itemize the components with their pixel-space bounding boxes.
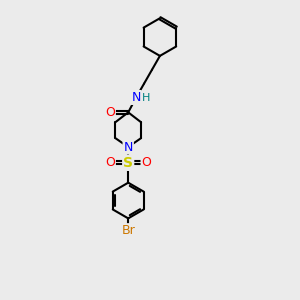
Text: Br: Br (121, 224, 135, 237)
Text: S: S (123, 156, 133, 170)
Text: H: H (142, 94, 150, 103)
Text: O: O (105, 106, 115, 119)
Text: O: O (142, 156, 152, 170)
Text: N: N (124, 140, 133, 154)
Text: O: O (105, 156, 115, 170)
Text: N: N (131, 91, 141, 104)
